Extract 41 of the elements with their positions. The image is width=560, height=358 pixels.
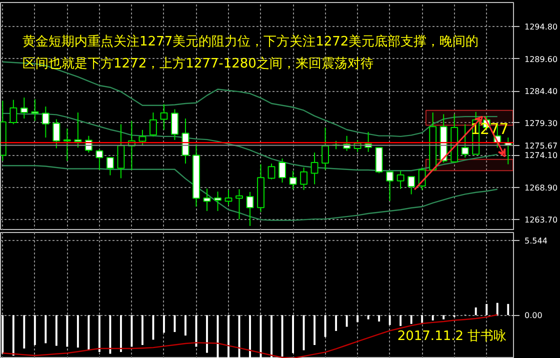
y-tick-label: 1279.30: [524, 118, 558, 128]
candlestick: [408, 176, 416, 195]
candlestick: [310, 152, 318, 185]
annotation: 区间也就是下方1272，上方1277-1280之间，来回震荡对待: [22, 56, 374, 72]
candlestick: [396, 170, 404, 190]
y-tick-label: 1263.70: [524, 216, 558, 225]
candlestick: [203, 188, 211, 212]
candlestick: [160, 104, 168, 130]
candlestick: [236, 188, 243, 220]
y-tick-label: 1274.10: [524, 151, 558, 160]
y-tick-label: 5.544: [524, 236, 548, 246]
candlestick: [117, 124, 125, 179]
candlestick: [278, 158, 286, 184]
y-tick-label: 1284.40: [524, 87, 558, 96]
candlestick: [20, 97, 28, 120]
candlestick: [52, 118, 60, 149]
candlestick: [386, 171, 394, 202]
candlestick: [74, 112, 82, 148]
annotation: 2017.11.2 甘书咏: [397, 329, 507, 344]
candlestick: [268, 163, 276, 180]
y-tick-label: 0.00: [524, 311, 542, 320]
candlestick: [42, 106, 50, 138]
candlestick: [322, 127, 330, 170]
candlestick: [138, 129, 146, 146]
candlestick: [106, 157, 114, 176]
candlestick: [171, 108, 178, 140]
candlestick: [214, 191, 222, 212]
y-tick-label: 1289.60: [524, 54, 558, 64]
candlestick: [96, 148, 104, 170]
annotation: 黄金短期内重点关注1277美元的阻力位，下方关注1272美元底部支撑，晚间的: [22, 34, 479, 50]
candlestick: [300, 167, 308, 190]
candlestick: [461, 124, 469, 158]
candlestick: [224, 189, 232, 206]
candlestick: [246, 191, 254, 226]
y-tick-label: 1294.80: [524, 22, 558, 32]
y-tick-label: 1268.90: [524, 183, 558, 192]
candlestick: [63, 128, 71, 162]
candlestick: [10, 99, 18, 125]
candlestick: [149, 112, 157, 138]
ref-line-label: 1275.67: [524, 141, 558, 150]
candlestick: [289, 170, 297, 190]
